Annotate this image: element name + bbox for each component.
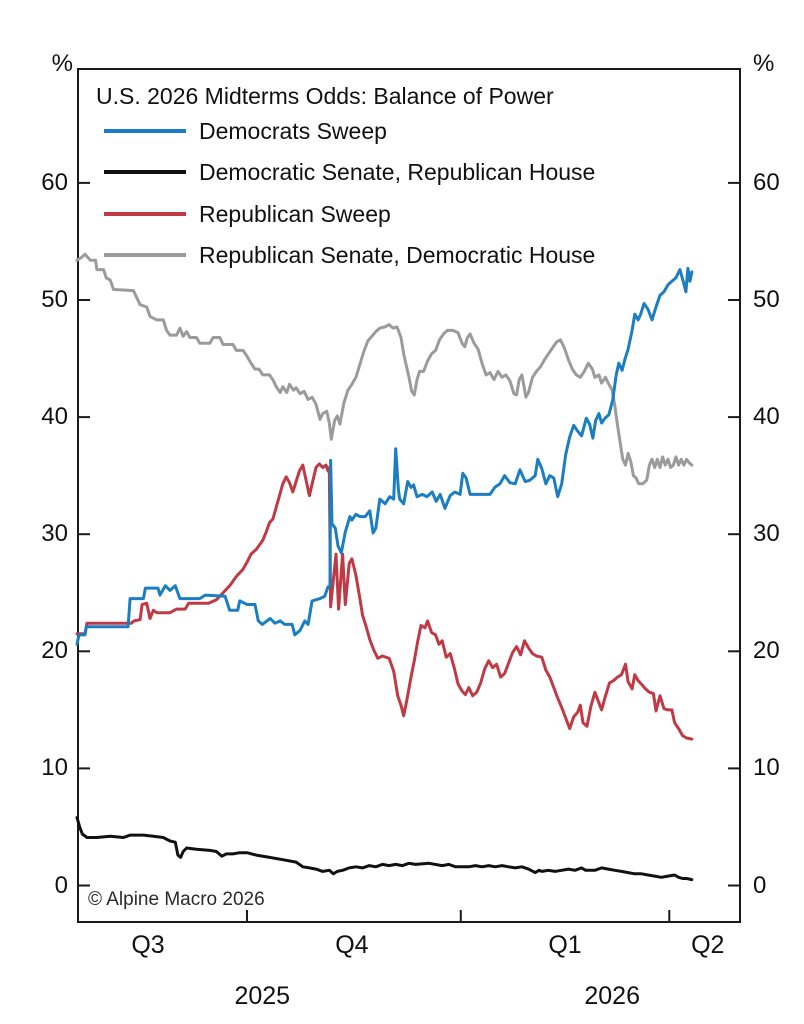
legend-item-dem-senate-rep-house: Democratic Senate, Republican House [104,159,595,185]
legend-swatch-democrats-sweep [104,129,186,133]
legend-item-republican-sweep: Republican Sweep [104,201,391,227]
y-axis-right-unit: % [753,50,775,77]
legend-swatch-dem-senate-rep-house [104,170,186,174]
legend-label-democrats-sweep: Democrats Sweep [199,118,387,144]
series-line-dem-senate-rep-house [75,816,694,882]
y-axis-left-label-10: 10 [41,754,68,782]
y-axis-right-label-50: 50 [753,286,780,313]
series-line-rep-senate-dem-house [75,252,694,486]
y-axis-left-label-20: 20 [41,637,68,665]
x-axis-year-label-2025: 2025 [234,982,291,1010]
y-axis-left-label-30: 30 [41,520,68,548]
legend-label-republican-sweep: Republican Sweep [199,201,391,227]
legend-swatch-republican-sweep [104,212,186,216]
y-axis-right-label-30: 30 [753,520,780,548]
y-axis-left-label-50: 50 [41,286,68,313]
y-axis-right-label-40: 40 [753,403,780,431]
y-axis-left-label-0: 0 [54,871,68,899]
y-axis-left-unit: % [51,50,73,77]
x-axis-quarter-label-q3: Q3 [131,931,165,959]
y-axis-right-label-60: 60 [753,168,780,196]
x-axis-quarter-label-q2: Q2 [691,931,725,959]
copyright-note: © Alpine Macro 2026 [88,889,265,910]
y-axis-right-label-10: 10 [753,754,780,782]
legend-swatch-rep-senate-dem-house [104,253,186,257]
x-axis-quarter-label-q1: Q1 [548,931,582,959]
y-axis-left-label-40: 40 [41,403,68,431]
y-axis-right-label-0: 0 [753,871,767,899]
series-line-republican-sweep [75,462,694,741]
chart-title: U.S. 2026 Midterms Odds: Balance of Powe… [96,83,554,109]
plot-border [77,68,741,923]
legend-label-rep-senate-dem-house: Republican Senate, Democratic House [199,242,596,268]
y-axis-right-label-20: 20 [753,637,780,665]
x-axis-quarter-label-q4: Q4 [335,931,369,959]
legend-label-dem-senate-rep-house: Democratic Senate, Republican House [199,159,596,185]
y-axis-left-label-60: 60 [41,168,68,196]
series-line-democrats-sweep [75,266,694,646]
x-axis-year-label-2026: 2026 [584,982,640,1010]
legend-item-democrats-sweep: Democrats Sweep [104,118,387,144]
legend-item-rep-senate-dem-house: Republican Senate, Democratic House [104,242,595,268]
